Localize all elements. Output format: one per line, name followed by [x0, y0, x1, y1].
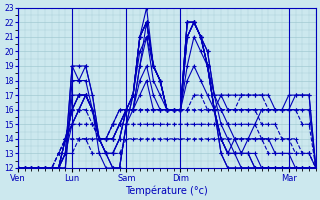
X-axis label: Température (°c): Température (°c) [125, 185, 208, 196]
